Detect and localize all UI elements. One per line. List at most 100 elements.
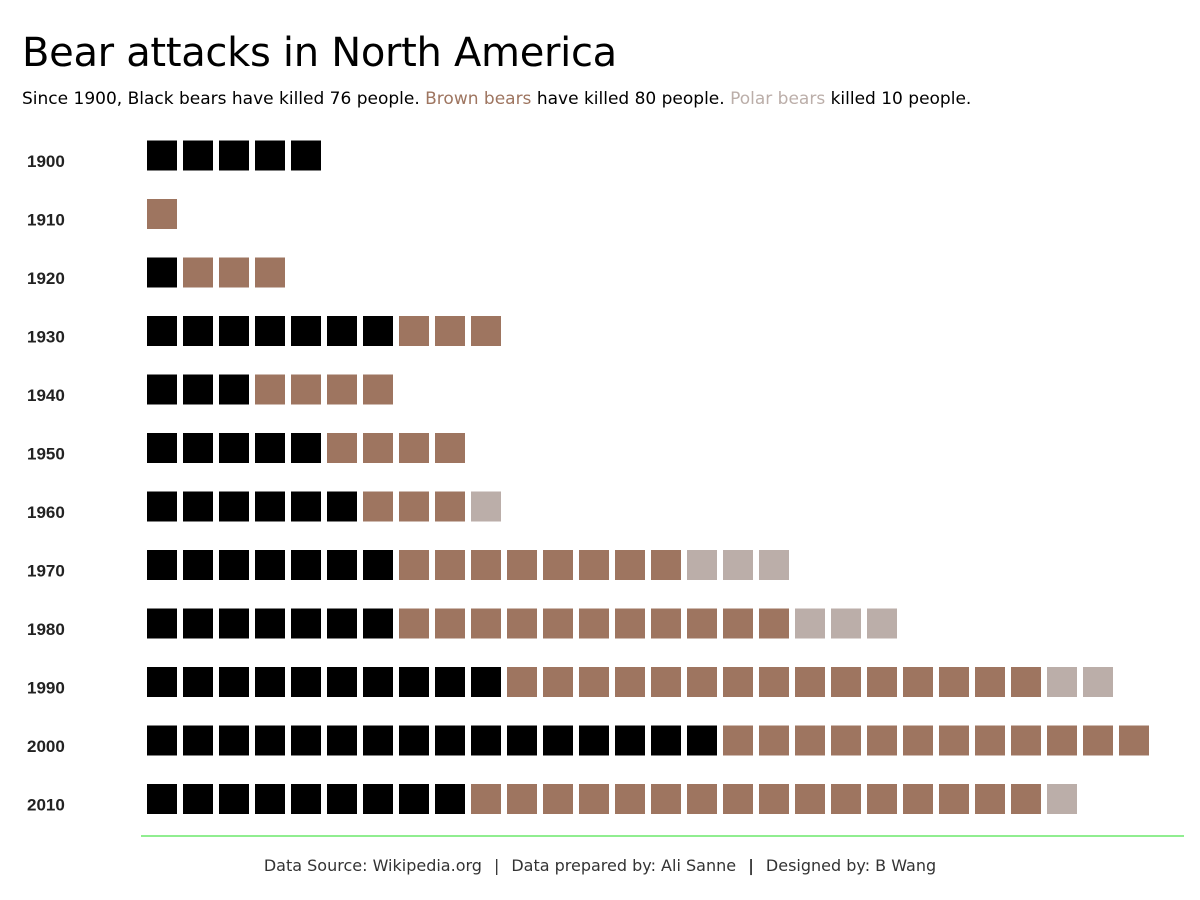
black-bear-death-square: [327, 316, 357, 346]
brown-bear-death-square: [903, 784, 933, 814]
black-bear-death-square: [363, 316, 393, 346]
polar-bear-death-square: [759, 550, 789, 580]
polar-bear-death-square: [471, 491, 501, 522]
polar-bear-death-square: [687, 550, 717, 580]
brown-bear-death-square: [543, 608, 573, 639]
brown-bear-death-square: [615, 667, 645, 697]
brown-bear-death-square: [903, 725, 933, 756]
polar-bear-death-square: [867, 608, 897, 639]
black-bear-death-square: [147, 374, 177, 405]
brown-bear-death-square: [651, 784, 681, 814]
brown-bear-death-square: [903, 667, 933, 697]
black-bear-death-square: [219, 433, 249, 463]
black-bear-death-square: [183, 433, 213, 463]
brown-bear-death-square: [759, 725, 789, 756]
subtitle-text-brown: have killed 80 people.: [531, 89, 731, 109]
brown-bear-death-square: [579, 550, 609, 580]
brown-bear-death-square: [543, 667, 573, 697]
brown-bear-death-square: [399, 550, 429, 580]
brown-bear-death-square: [1011, 784, 1041, 814]
brown-bear-death-square: [651, 608, 681, 639]
black-bear-death-square: [219, 608, 249, 639]
brown-bear-death-square: [471, 550, 501, 580]
brown-bear-death-square: [723, 725, 753, 756]
black-bear-death-square: [147, 257, 177, 288]
black-bear-death-square: [147, 608, 177, 639]
subtitle-brown-bears: Brown bears: [425, 89, 532, 109]
polar-bear-death-square: [1047, 667, 1077, 697]
black-bear-death-square: [147, 667, 177, 697]
brown-bear-death-square: [543, 784, 573, 814]
year-label: 1950: [27, 445, 65, 464]
brown-bear-death-square: [255, 374, 285, 405]
black-bear-death-square: [255, 140, 285, 171]
black-bear-death-square: [147, 140, 177, 171]
brown-bear-death-square: [831, 667, 861, 697]
black-bear-death-square: [255, 550, 285, 580]
brown-bear-death-square: [363, 491, 393, 522]
brown-bear-death-square: [399, 608, 429, 639]
black-bear-death-square: [291, 491, 321, 522]
polar-bear-death-square: [1047, 784, 1077, 814]
year-label: 1910: [27, 211, 65, 230]
year-label: 2010: [27, 796, 65, 815]
black-bear-death-square: [399, 667, 429, 697]
brown-bear-death-square: [687, 667, 717, 697]
year-label: 1990: [27, 679, 65, 698]
black-bear-death-square: [255, 725, 285, 756]
brown-bear-death-square: [507, 550, 537, 580]
year-label: 1980: [27, 620, 65, 639]
brown-bear-death-square: [399, 316, 429, 346]
brown-bear-death-square: [759, 667, 789, 697]
year-label: 1970: [27, 562, 65, 581]
brown-bear-death-square: [579, 784, 609, 814]
black-bear-death-square: [291, 550, 321, 580]
black-bear-death-square: [327, 667, 357, 697]
polar-bear-death-square: [723, 550, 753, 580]
brown-bear-death-square: [759, 784, 789, 814]
black-bear-death-square: [219, 550, 249, 580]
brown-bear-death-square: [795, 667, 825, 697]
brown-bear-death-square: [363, 433, 393, 463]
black-bear-death-square: [147, 784, 177, 814]
brown-bear-death-square: [507, 608, 537, 639]
black-bear-death-square: [183, 784, 213, 814]
brown-bear-death-square: [651, 550, 681, 580]
black-bear-death-square: [471, 725, 501, 756]
year-label: 1960: [27, 503, 65, 522]
brown-bear-death-square: [867, 725, 897, 756]
footer: Data Source: Wikipedia.org | Data prepared…: [0, 856, 1200, 875]
brown-bear-death-square: [831, 725, 861, 756]
black-bear-death-square: [363, 725, 393, 756]
brown-bear-death-square: [867, 784, 897, 814]
brown-bear-death-square: [723, 667, 753, 697]
footer-separator: |: [748, 856, 754, 875]
black-bear-death-square: [471, 667, 501, 697]
black-bear-death-square: [219, 784, 249, 814]
brown-bear-death-square: [291, 374, 321, 405]
chart-subtitle: Since 1900, Black bears have killed 76 p…: [22, 89, 971, 109]
brown-bear-death-square: [435, 608, 465, 639]
black-bear-death-square: [147, 491, 177, 522]
black-bear-death-square: [219, 374, 249, 405]
brown-bear-death-square: [579, 667, 609, 697]
black-bear-death-square: [327, 784, 357, 814]
black-bear-death-square: [291, 608, 321, 639]
black-bear-death-square: [255, 316, 285, 346]
chart-title: Bear attacks in North America: [22, 30, 617, 76]
black-bear-death-square: [183, 608, 213, 639]
brown-bear-death-square: [327, 433, 357, 463]
brown-bear-death-square: [147, 199, 177, 229]
brown-bear-death-square: [975, 667, 1005, 697]
brown-bear-death-square: [507, 784, 537, 814]
black-bear-death-square: [255, 491, 285, 522]
black-bear-death-square: [291, 140, 321, 171]
black-bear-death-square: [255, 608, 285, 639]
brown-bear-death-square: [723, 608, 753, 639]
brown-bear-death-square: [543, 550, 573, 580]
footer-prepared: Data prepared by: Ali Sanne: [511, 856, 737, 875]
brown-bear-death-square: [1011, 725, 1041, 756]
black-bear-death-square: [183, 140, 213, 171]
black-bear-death-square: [147, 433, 177, 463]
polar-bear-death-square: [795, 608, 825, 639]
